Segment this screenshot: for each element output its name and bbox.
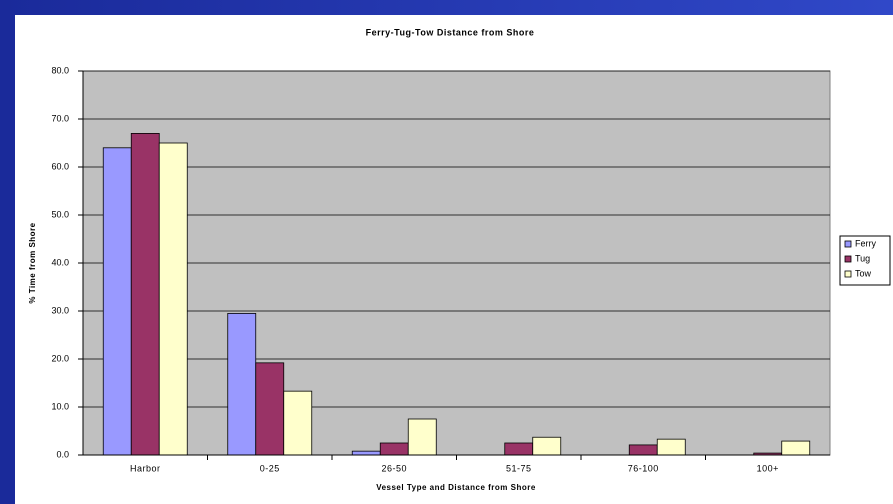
bar — [283, 390, 313, 456]
legend-swatch — [844, 255, 852, 263]
y-tick-label: 60.0 — [51, 161, 69, 171]
y-tick-label: 70.0 — [51, 113, 69, 123]
y-tick-label: 30.0 — [51, 305, 69, 315]
bar — [504, 442, 534, 456]
bar — [532, 436, 562, 456]
bar — [130, 132, 160, 456]
y-tick-label: 0.0 — [56, 449, 69, 459]
y-tick-label: 80.0 — [51, 65, 69, 75]
y-tick-label: 40.0 — [51, 257, 69, 267]
legend-swatch — [844, 240, 852, 248]
x-tick-label: 26-50 — [381, 463, 407, 473]
bar — [102, 147, 132, 456]
bar — [656, 438, 686, 456]
chart-title: Ferry-Tug-Tow Distance from Shore — [366, 27, 535, 37]
x-tick-label: Harbor — [130, 463, 161, 473]
x-tick-label: 0-25 — [260, 463, 280, 473]
y-tick-label: 20.0 — [51, 353, 69, 363]
bar — [407, 418, 437, 456]
legend-label: Ferry — [855, 238, 876, 248]
legend-label: Tug — [855, 253, 870, 263]
bar — [379, 442, 409, 456]
x-tick-label: 51-75 — [506, 463, 532, 473]
bar — [351, 450, 381, 456]
bar — [158, 142, 188, 456]
bar — [781, 440, 811, 456]
x-tick-label: 100+ — [757, 463, 779, 473]
bar — [255, 362, 285, 456]
x-axis-label: Vessel Type and Distance from Shore — [376, 483, 536, 492]
y-axis-label: % Time from Shore — [28, 222, 37, 303]
legend-label: Tow — [855, 268, 872, 278]
y-tick-label: 10.0 — [51, 401, 69, 411]
bar — [628, 444, 658, 456]
x-tick-label: 76-100 — [628, 463, 659, 473]
legend-swatch — [844, 270, 852, 278]
bar — [227, 312, 257, 456]
y-tick-label: 50.0 — [51, 209, 69, 219]
